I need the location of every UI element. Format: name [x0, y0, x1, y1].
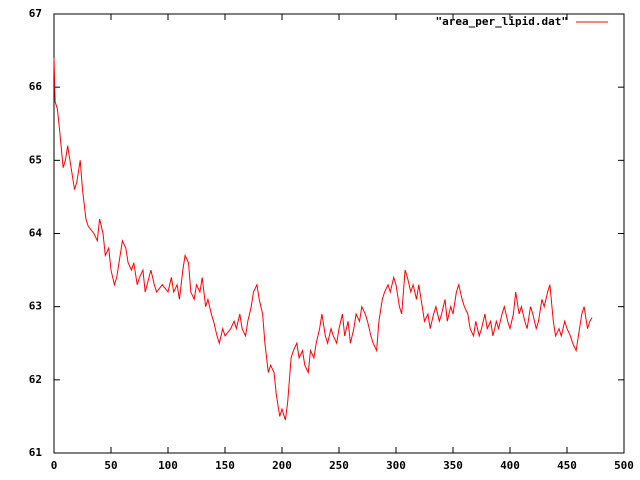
y-tick-label: 62: [29, 373, 42, 386]
x-tick-label: 200: [272, 459, 292, 472]
x-tick-label: 0: [51, 459, 58, 472]
plot-frame: [53, 13, 625, 454]
x-tick-label: 350: [443, 459, 463, 472]
legend-label: "area_per_lipid.dat": [436, 15, 568, 28]
y-tick-label: 64: [29, 227, 43, 240]
x-tick-label: 150: [215, 459, 235, 472]
x-tick-label: 500: [614, 459, 634, 472]
x-tick-label: 300: [386, 459, 406, 472]
y-tick-label: 63: [29, 300, 42, 313]
y-tick-label: 61: [29, 446, 43, 459]
x-tick-label: 250: [329, 459, 349, 472]
y-tick-label: 67: [29, 7, 42, 20]
y-tick-label: 65: [29, 153, 42, 166]
x-tick-label: 100: [158, 459, 178, 472]
data-line: [53, 57, 593, 421]
x-tick-label: 400: [500, 459, 520, 472]
y-tick-label: 66: [29, 80, 43, 93]
x-tick-label: 50: [104, 459, 117, 472]
x-tick-label: 450: [557, 459, 577, 472]
